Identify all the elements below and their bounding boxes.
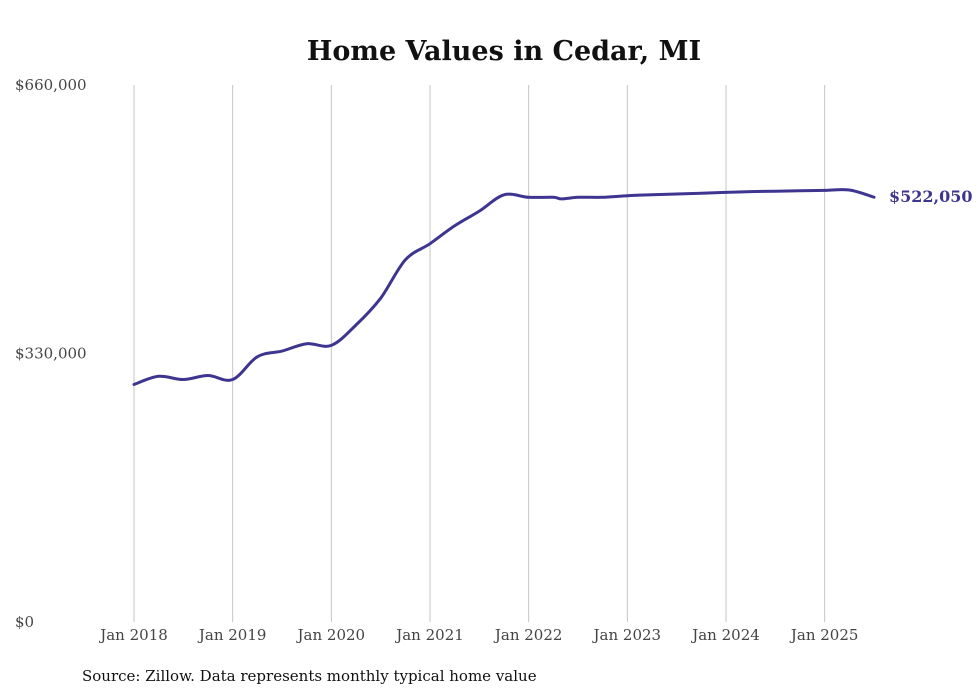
- x-tick-label: Jan 2020: [296, 626, 366, 644]
- x-tick-label: Jan 2025: [789, 626, 859, 644]
- y-tick-label: $0: [15, 613, 34, 631]
- x-tick-label: Jan 2023: [592, 626, 662, 644]
- x-tick-label: Jan 2021: [394, 626, 464, 644]
- series-line: [132, 188, 876, 386]
- y-axis-tick-labels: $0 $330,000 $660,000: [15, 76, 87, 631]
- x-axis-tick-labels: Jan 2018 Jan 2019 Jan 2020 Jan 2021 Jan 2022…: [98, 626, 858, 644]
- source-note: Source: Zillow. Data represents monthly …: [82, 667, 537, 685]
- y-tick-label: $330,000: [15, 345, 87, 363]
- x-tick-label: Jan 2024: [690, 626, 760, 644]
- x-tick-label: Jan 2019: [197, 626, 267, 644]
- x-tick-label: Jan 2022: [493, 626, 563, 644]
- series-layer: $522,050: [132, 187, 973, 386]
- y-tick-label: $660,000: [15, 76, 87, 94]
- grid-lines: [133, 85, 826, 622]
- end-value-label: $522,050: [889, 187, 973, 206]
- chart-title: Home Values in Cedar, MI: [307, 36, 701, 67]
- x-tick-label: Jan 2018: [98, 626, 168, 644]
